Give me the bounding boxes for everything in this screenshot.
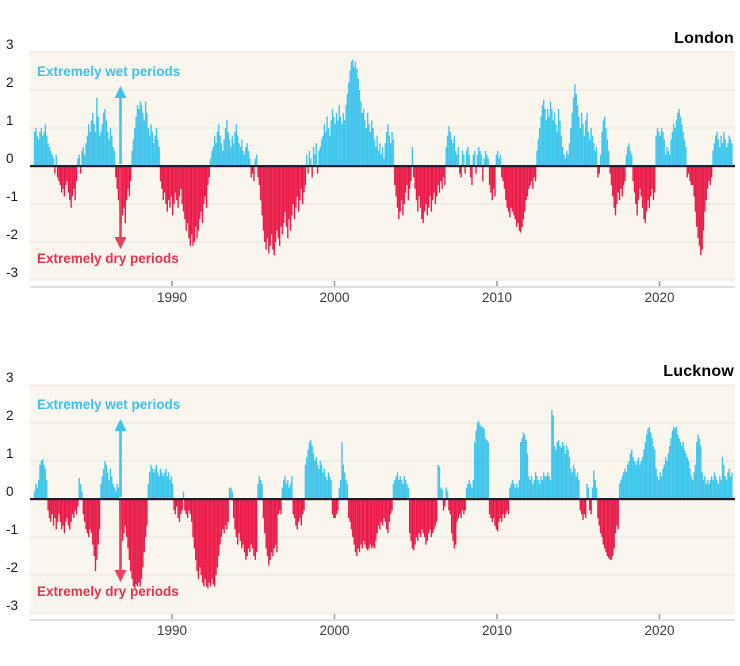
chart-title-lucknow: Lucknow (663, 363, 734, 380)
y-axis-tick-label: 2 (6, 408, 14, 423)
x-axis-tick-label: 1990 (157, 290, 187, 305)
wet-periods-annotation: Extremely wet periods (37, 397, 181, 412)
y-axis-tick-label: -1 (6, 522, 18, 537)
london-plot: 3 2 1 0 -1 -2 -3 1990 2000 2010 2020 (6, 37, 735, 305)
wet-bars (33, 59, 733, 166)
y-axis-tick-label: 1 (6, 446, 14, 461)
y-axis-tick-label: 2 (6, 75, 14, 90)
zero-line (30, 165, 735, 168)
chart-title-london: London (674, 30, 734, 47)
dry-bars (54, 166, 713, 256)
y-axis-tick-label: 3 (6, 37, 14, 52)
x-axis-tick-label: 2020 (644, 623, 674, 638)
x-axis-tick-label: 2000 (319, 623, 349, 638)
dry-arrow-head (114, 570, 127, 582)
wet-arrow-head (114, 86, 127, 98)
y-axis-tick-label: -3 (6, 265, 18, 280)
y-axis-tick-label: -3 (6, 598, 18, 613)
y-axis-tick-label: 1 (6, 113, 14, 128)
y-axis-tick-label: -2 (6, 227, 18, 242)
x-axis-tick-label: 1990 (157, 623, 187, 638)
dry-periods-annotation: Extremely dry periods (37, 251, 179, 266)
chart-lucknow: Lucknow Extremely wet periods Extremely … (0, 333, 740, 666)
dry-periods-annotation: Extremely dry periods (37, 584, 179, 599)
y-axis-tick-label: -1 (6, 189, 18, 204)
lucknow-plot: 3 2 1 0 -1 -2 -3 1990 2000 2010 2020 (6, 370, 735, 638)
y-axis-tick-label: 0 (6, 151, 14, 166)
chart-london: London Extremely wet periods Extremely d… (6, 30, 735, 305)
wet-periods-annotation: Extremely wet periods (37, 64, 181, 79)
x-axis-tick-label: 2010 (482, 623, 512, 638)
y-axis-tick-label: 3 (6, 370, 14, 385)
dry-arrow-head (114, 237, 127, 249)
y-axis-tick-label: 0 (6, 484, 14, 499)
wet-arrow-head (114, 419, 127, 431)
x-axis-tick-label: 2010 (482, 290, 512, 305)
dry-bars (47, 499, 619, 589)
zero-line (30, 498, 735, 501)
x-axis-tick-label: 2000 (319, 290, 349, 305)
wet-bars (33, 409, 733, 499)
x-axis-tick-label: 2020 (644, 290, 674, 305)
y-axis-tick-label: -2 (6, 560, 18, 575)
